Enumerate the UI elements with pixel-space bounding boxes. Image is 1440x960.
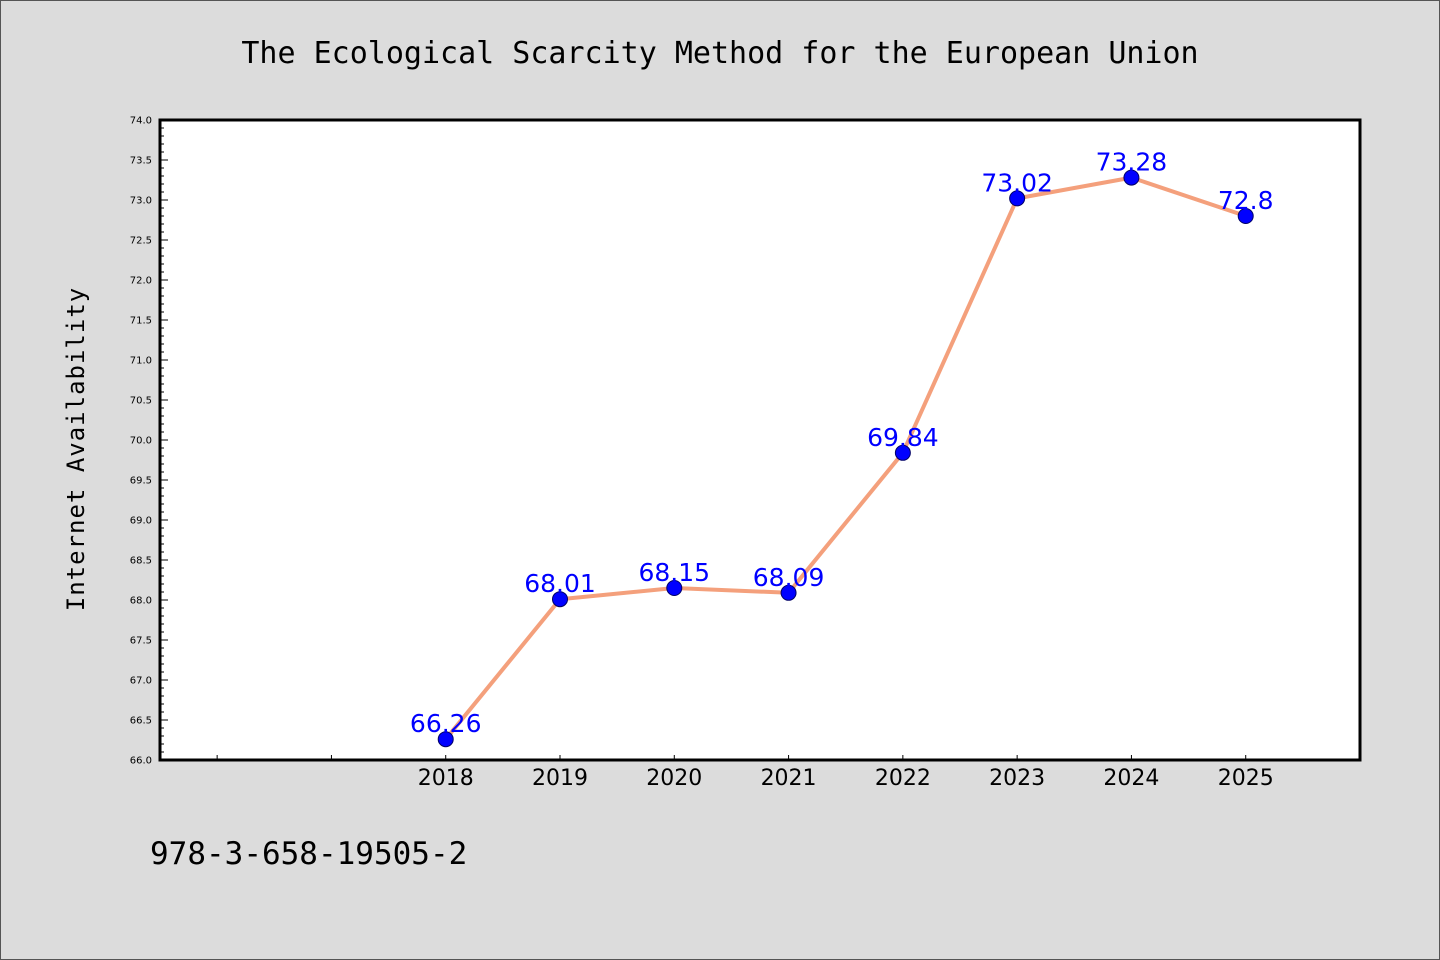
y-tick-label: 67.0 <box>130 676 152 687</box>
y-axis-ticks: 66.0 66.5 67.0 67.5 68.0 68.5 69.0 69.5 70.0 70.5… <box>130 116 168 767</box>
y-tick-label: 74.0 <box>130 116 152 127</box>
y-tick-label: 73.5 <box>130 156 152 167</box>
data-point-marker <box>666 580 683 596</box>
y-tick-label: 71.0 <box>130 356 152 367</box>
y-tick-label: 69.0 <box>130 516 152 527</box>
footer-isbn-text: 978-3-658-19505-2 <box>150 836 467 872</box>
data-point-marker <box>894 444 911 461</box>
x-tick-label: 2024 <box>1103 766 1159 791</box>
y-tick-label: 69.5 <box>130 476 152 487</box>
y-tick-label: 68.5 <box>130 556 152 567</box>
y-tick-label: 66.0 <box>130 756 152 767</box>
y-axis-label: Internet Availability <box>62 287 90 611</box>
y-tick-label: 72.5 <box>130 236 152 247</box>
data-label: 72.8 <box>1218 186 1274 215</box>
data-point-marker <box>1009 190 1026 207</box>
data-series: 66.26 68.01 68.15 68.09 69.84 73.02 73.28 72.8 <box>410 148 1274 748</box>
x-axis-ticks: 2018 2019 2020 2021 2022 2023 2024 2025 <box>216 755 1274 791</box>
data-label: 68.01 <box>524 569 596 598</box>
data-point-marker <box>780 584 797 601</box>
data-label: 66.26 <box>410 709 482 738</box>
x-tick-label: 2018 <box>418 766 474 791</box>
data-point-marker <box>1123 169 1140 186</box>
y-tick-label: 67.5 <box>130 636 152 647</box>
data-label: 73.28 <box>1096 148 1168 177</box>
y-tick-label: 66.5 <box>130 716 152 727</box>
y-tick-label: 72.0 <box>130 276 152 287</box>
chart-title: The Ecological Scarcity Method for the E… <box>241 36 1198 71</box>
data-point-marker <box>437 731 454 748</box>
y-tick-label: 70.5 <box>130 396 152 407</box>
x-tick-label: 2021 <box>761 766 817 791</box>
data-label: 73.02 <box>981 168 1053 197</box>
data-label: 69.84 <box>867 423 939 452</box>
x-tick-label: 2023 <box>989 766 1045 791</box>
series-line <box>443 175 1248 742</box>
y-tick-label: 68.0 <box>130 596 152 607</box>
y-tick-label: 73.0 <box>130 196 152 207</box>
data-point-marker <box>1237 208 1254 224</box>
x-tick-label: 2025 <box>1218 766 1274 791</box>
x-tick-label: 2020 <box>646 766 702 791</box>
data-label: 68.09 <box>753 563 825 592</box>
data-point-marker <box>552 591 568 608</box>
y-tick-label: 70.0 <box>130 436 152 447</box>
data-label: 68.15 <box>638 558 710 587</box>
plot-area <box>158 118 1362 762</box>
y-tick-label: 71.5 <box>130 316 152 327</box>
x-tick-label: 2022 <box>875 766 931 791</box>
x-tick-label: 2019 <box>532 766 588 791</box>
